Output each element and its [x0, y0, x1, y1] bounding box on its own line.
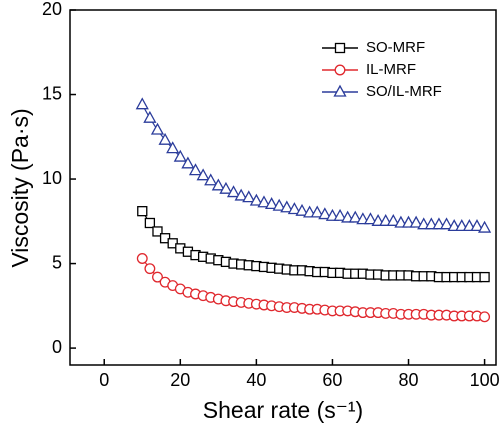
data-point	[272, 198, 286, 211]
y-tick-label: 20	[42, 0, 62, 19]
x-axis-title: Shear rate (s⁻¹)	[203, 397, 363, 423]
data-point	[152, 271, 163, 283]
y-tick-label: 15	[42, 83, 62, 103]
data-point	[318, 207, 332, 220]
data-point	[196, 168, 210, 181]
data-point	[181, 156, 195, 169]
data-point	[234, 188, 248, 201]
data-point	[144, 263, 156, 275]
data-point	[136, 253, 148, 264]
data-point	[144, 217, 156, 229]
data-point	[150, 122, 165, 135]
data-point	[479, 311, 491, 323]
data-point	[477, 220, 492, 233]
legend-label: SO-MRF	[366, 39, 425, 56]
legend-marker	[334, 64, 346, 76]
data-point	[310, 205, 324, 218]
y-tick-label: 5	[52, 252, 62, 272]
legend-marker	[334, 42, 346, 54]
data-point	[158, 132, 172, 145]
data-point	[249, 193, 263, 206]
data-point	[204, 173, 218, 186]
x-tick-label: 20	[170, 370, 190, 390]
y-tick-label: 0	[52, 337, 62, 357]
data-point	[135, 97, 149, 110]
data-point	[143, 110, 157, 123]
x-tick-label: 60	[322, 370, 342, 390]
data-point	[219, 181, 233, 194]
data-point	[166, 141, 180, 154]
series-line	[141, 104, 485, 229]
data-point	[211, 178, 225, 191]
y-axis-title: Viscosity (Pa·s)	[7, 108, 33, 267]
data-point	[137, 206, 148, 217]
data-point	[409, 215, 423, 228]
data-point	[333, 208, 347, 221]
data-point	[363, 212, 378, 225]
y-tick-label: 10	[42, 168, 62, 188]
legend-marker	[333, 84, 347, 97]
x-tick-label: 100	[470, 370, 500, 390]
data-point	[257, 195, 271, 208]
data-point	[226, 185, 241, 198]
x-tick-label: 0	[99, 370, 109, 390]
data-point	[152, 226, 163, 237]
data-point	[479, 271, 490, 283]
data-point	[470, 219, 484, 232]
data-point	[386, 213, 400, 226]
data-point	[295, 203, 309, 216]
data-point	[188, 163, 203, 176]
data-point	[173, 149, 187, 162]
data-point	[242, 190, 256, 203]
data-point	[439, 217, 454, 230]
x-tick-label: 80	[399, 370, 419, 390]
data-point	[280, 200, 294, 213]
x-tick-label: 40	[246, 370, 266, 390]
data-point	[348, 210, 362, 223]
data-point	[264, 197, 279, 210]
legend-label: IL-MRF	[366, 61, 416, 78]
plot-frame	[69, 9, 497, 366]
legend-label: SO/IL-MRF	[366, 83, 442, 100]
data-point	[287, 202, 302, 215]
